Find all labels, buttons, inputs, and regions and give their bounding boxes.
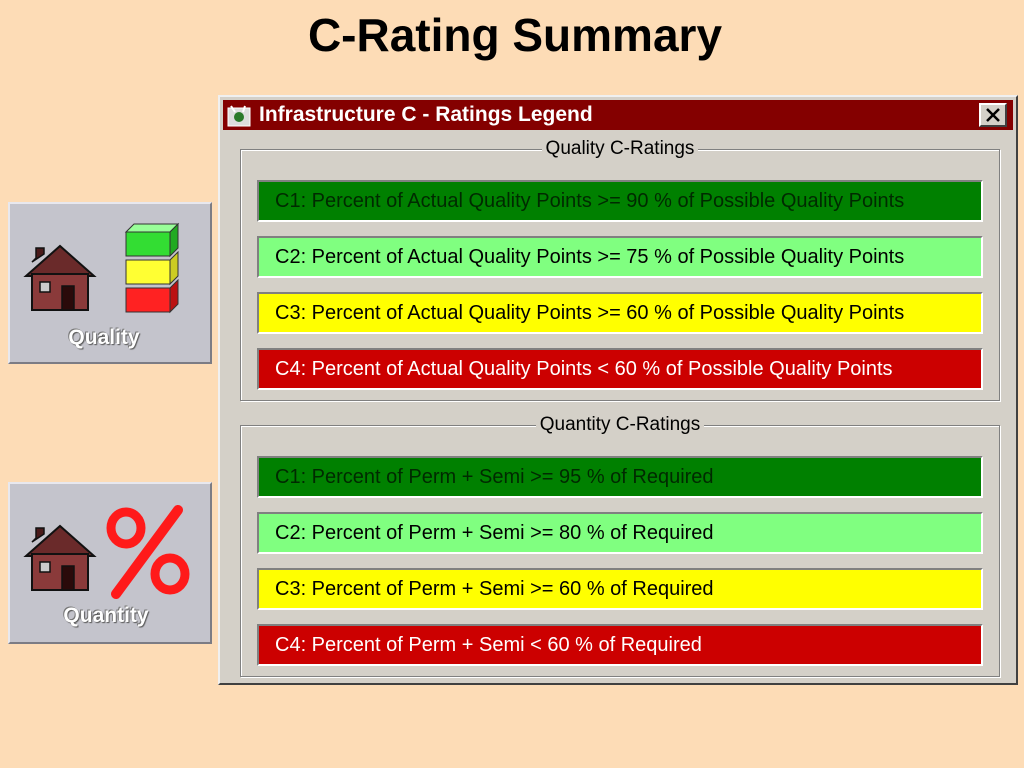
quality-rating-c2: C2: Percent of Actual Quality Points >= … xyxy=(257,236,983,278)
quantity-rating-c1-text: C1: Percent of Perm + Semi >= 95 % of Re… xyxy=(275,465,714,488)
app-icon[interactable] xyxy=(225,102,253,128)
quantity-rating-c4: C4: Percent of Perm + Semi < 60 % of Req… xyxy=(257,624,983,666)
quality-rating-c3: C3: Percent of Actual Quality Points >= … xyxy=(257,292,983,334)
quality-group-legend: Quality C-Ratings xyxy=(541,138,699,159)
close-button[interactable] xyxy=(979,103,1007,127)
quality-tile-label: Quality xyxy=(68,326,140,349)
quality-rating-c3-text: C3: Percent of Actual Quality Points >= … xyxy=(275,301,905,324)
quantity-rating-c2: C2: Percent of Perm + Semi >= 80 % of Re… xyxy=(257,512,983,554)
quantity-rating-c3: C3: Percent of Perm + Semi >= 60 % of Re… xyxy=(257,568,983,610)
quality-rating-c1-text: C1: Percent of Actual Quality Points >= … xyxy=(275,189,905,212)
window-titlebar[interactable]: Infrastructure C - Ratings Legend xyxy=(223,100,1013,130)
quantity-rating-c2-text: C2: Percent of Perm + Semi >= 80 % of Re… xyxy=(275,521,714,544)
ratings-legend-window: Infrastructure C - Ratings Legend Qualit… xyxy=(218,95,1018,685)
window-title: Infrastructure C - Ratings Legend xyxy=(259,103,593,126)
house-with-rating-blocks-icon xyxy=(23,222,180,314)
quantity-rating-c1: C1: Percent of Perm + Semi >= 95 % of Re… xyxy=(257,456,983,498)
house-with-percent-icon xyxy=(23,505,190,599)
quantity-ratings-group: Quantity C-Ratings C1: Percent of Perm +… xyxy=(240,414,1000,677)
quantity-group-legend: Quantity C-Ratings xyxy=(535,414,705,435)
quantity-tile[interactable]: Quantity xyxy=(8,482,212,644)
quality-rating-c2-text: C2: Percent of Actual Quality Points >= … xyxy=(275,245,905,268)
close-icon xyxy=(986,108,1000,122)
quantity-tile-label: Quantity xyxy=(63,604,149,627)
quality-tile[interactable]: Quality xyxy=(8,202,212,364)
quantity-rating-c3-text: C3: Percent of Perm + Semi >= 60 % of Re… xyxy=(275,577,714,600)
quality-ratings-group: Quality C-Ratings C1: Percent of Actual … xyxy=(240,138,1000,401)
quantity-rating-c4-text: C4: Percent of Perm + Semi < 60 % of Req… xyxy=(275,633,702,656)
slide-title: C-Rating Summary xyxy=(307,9,723,61)
quality-rating-c4: C4: Percent of Actual Quality Points < 6… xyxy=(257,348,983,390)
quality-rating-c4-text: C4: Percent of Actual Quality Points < 6… xyxy=(275,357,893,380)
quality-rating-c1: C1: Percent of Actual Quality Points >= … xyxy=(257,180,983,222)
